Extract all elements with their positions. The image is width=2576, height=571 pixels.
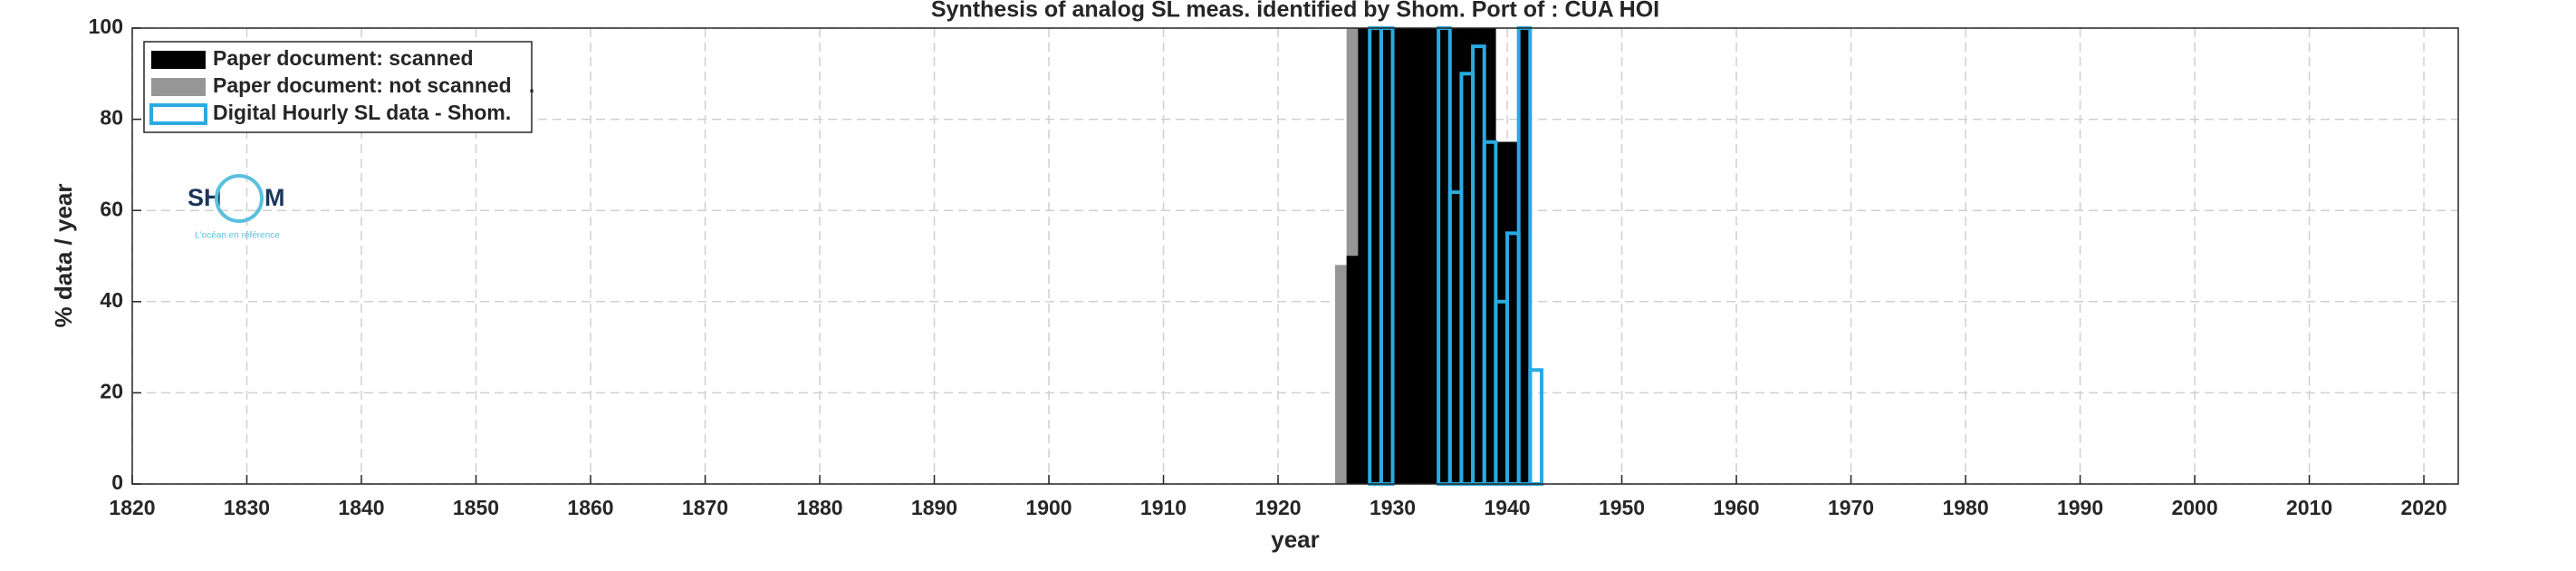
logo-tagline: L'océan en référence	[195, 231, 280, 241]
y-tick-label: 80	[100, 106, 123, 130]
x-axis-label: year	[1271, 526, 1320, 553]
x-tick-label: 1860	[567, 496, 613, 519]
legend-label: Paper document: not scanned .	[213, 73, 534, 97]
x-tick-label: 1980	[1942, 496, 1988, 519]
legend-label: Digital Hourly SL data - Shom.	[213, 101, 511, 124]
legend-swatch	[149, 103, 207, 125]
x-tick-label: 1820	[109, 496, 155, 519]
logo-text: M	[264, 184, 285, 211]
x-tick-label: 1830	[224, 496, 270, 519]
y-tick-label: 40	[100, 288, 123, 312]
legend-label: Paper document: scanned	[213, 46, 474, 70]
y-axis-label: % data / year	[50, 184, 77, 328]
x-tick-label: 1970	[1828, 496, 1874, 519]
x-tick-label: 1950	[1599, 496, 1645, 519]
bar	[1346, 256, 1359, 485]
x-tick-label: 1840	[338, 496, 384, 519]
x-tick-label: 1900	[1025, 496, 1072, 519]
y-tick-label: 60	[100, 197, 123, 220]
x-tick-label: 1850	[453, 496, 499, 519]
y-tick-label: 100	[89, 15, 123, 38]
legend-swatch	[151, 78, 206, 96]
bar	[1335, 265, 1348, 485]
legend-swatch	[151, 51, 206, 69]
x-tick-label: 1870	[682, 496, 728, 519]
y-tick-label: 0	[111, 470, 123, 494]
bar	[1403, 27, 1417, 485]
x-tick-label: 1890	[911, 496, 957, 519]
legend-box	[143, 41, 533, 133]
plot-frame	[131, 27, 2459, 485]
x-tick-label: 2000	[2171, 496, 2217, 519]
x-tick-label: 2010	[2286, 496, 2332, 519]
x-tick-label: 1940	[1484, 496, 1530, 519]
x-tick-label: 1930	[1370, 496, 1416, 519]
x-tick-label: 1880	[796, 496, 842, 519]
y-tick-label: 20	[100, 379, 123, 402]
x-tick-label: 1910	[1140, 496, 1187, 519]
x-tick-label: 1960	[1713, 496, 1759, 519]
chart-title: Synthesis of analog SL meas. identified …	[931, 0, 1659, 23]
x-tick-label: 1990	[2057, 496, 2103, 519]
x-tick-label: 2020	[2400, 496, 2446, 519]
x-tick-label: 1920	[1254, 496, 1301, 519]
logo-ring	[215, 174, 264, 223]
bar	[1415, 27, 1427, 485]
